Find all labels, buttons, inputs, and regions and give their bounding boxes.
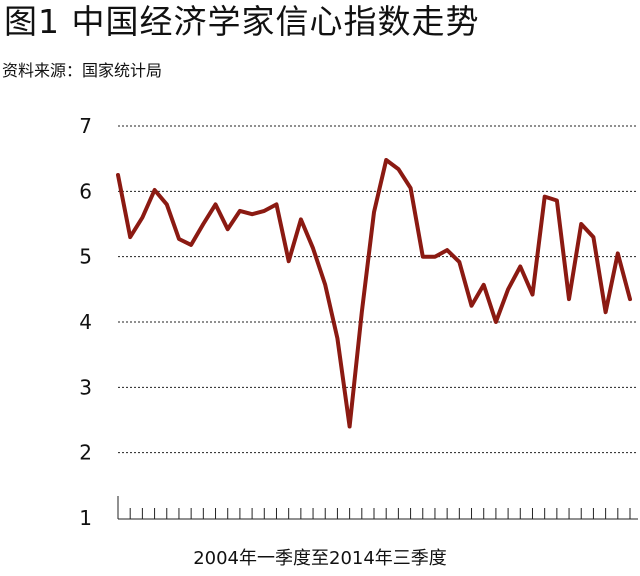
series-line — [116, 158, 632, 429]
y-tick-label-1: 1 — [79, 506, 92, 530]
y-tick-label-7: 7 — [79, 114, 92, 138]
series-group — [116, 158, 632, 429]
y-tick-label-3: 3 — [79, 375, 92, 399]
source-note: 资料来源：国家统计局 — [2, 61, 163, 80]
y-tick-label-5: 5 — [79, 245, 92, 269]
chart-title: 图1 中国经济学家信心指数走势 — [4, 2, 480, 41]
y-tick-label-4: 4 — [79, 310, 92, 334]
gridlines — [118, 125, 636, 454]
y-tick-label-2: 2 — [79, 441, 92, 465]
x-axis — [117, 496, 638, 520]
x-axis-label: 2004年一季度至2014年三季度 — [193, 548, 447, 569]
y-tick-label-6: 6 — [79, 179, 92, 203]
y-axis-ticks: 1 2 3 4 5 6 7 — [79, 114, 92, 530]
